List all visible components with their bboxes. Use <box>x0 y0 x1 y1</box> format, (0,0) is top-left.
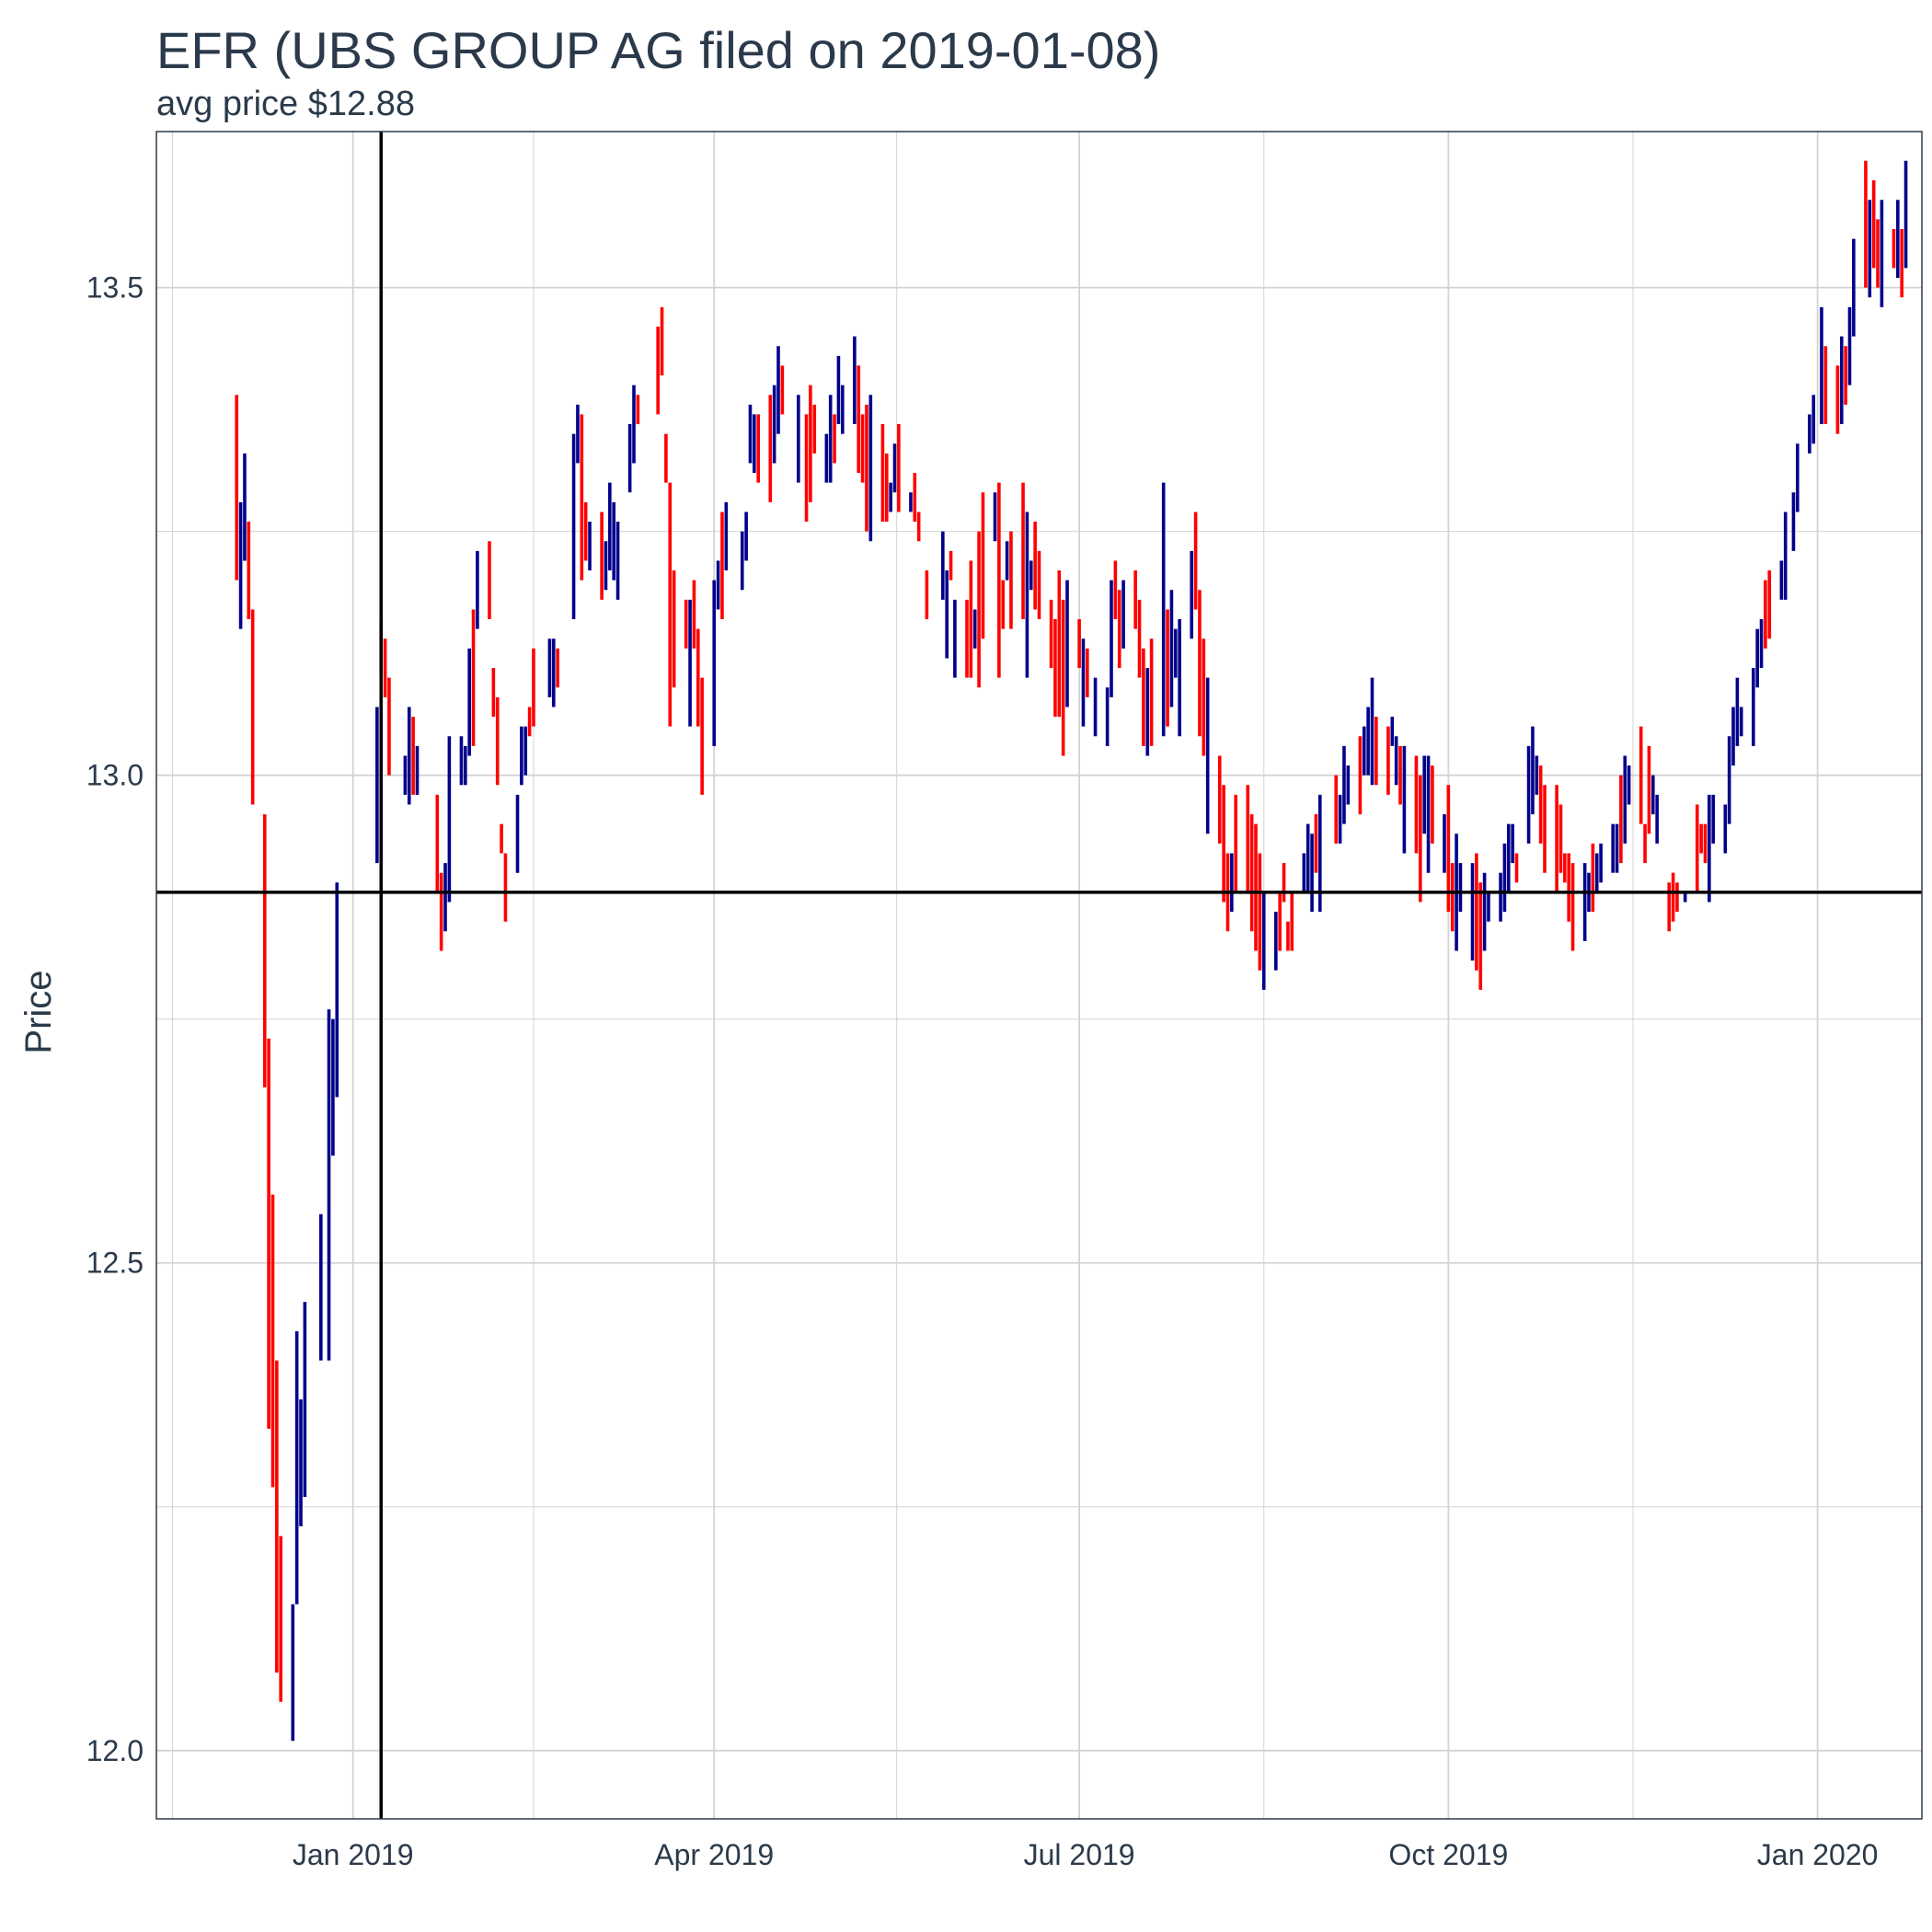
grid-lines <box>156 132 1922 1819</box>
y-tick-label: 13.5 <box>86 271 144 305</box>
y-axis-label: Price <box>18 970 59 1053</box>
x-tick-label: Oct 2019 <box>1388 1838 1508 1871</box>
chart-subtitle: avg price $12.88 <box>156 85 415 123</box>
chart-title: EFR (UBS GROUP AG filed on 2019-01-08) <box>156 21 1161 79</box>
x-tick-label: Apr 2019 <box>654 1838 774 1871</box>
y-tick-label: 13.0 <box>86 759 144 792</box>
y-tick-label: 12.5 <box>86 1247 144 1280</box>
reference-lines <box>156 132 1922 1819</box>
price-bars <box>235 160 1908 1742</box>
axis-labels: 12.0 12.5 13.0 13.5 Jan 2019 Apr 2019 Jul 2019… <box>86 271 1879 1871</box>
plot-frame <box>155 131 1923 1820</box>
x-tick-label: Jan 2020 <box>1757 1838 1879 1871</box>
x-tick-label: Jan 2019 <box>293 1838 414 1871</box>
y-tick-label: 12.0 <box>86 1734 144 1767</box>
x-tick-label: Jul 2019 <box>1024 1838 1135 1871</box>
